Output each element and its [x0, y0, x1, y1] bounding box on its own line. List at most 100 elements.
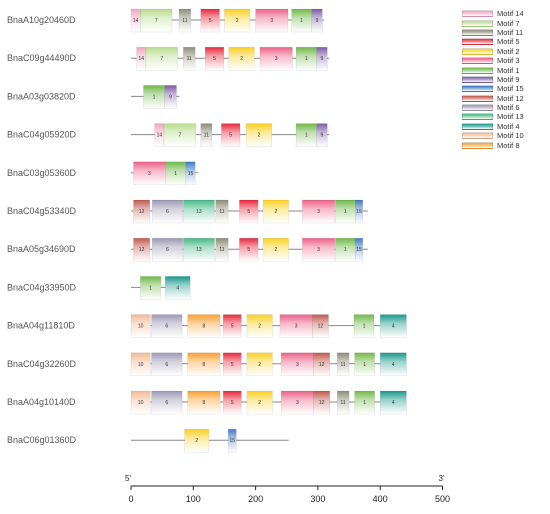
motif-box [227, 428, 237, 453]
gene-row: BnaC09g44490D 14 7 11 5 2 3 1 9 [7, 46, 330, 71]
motif-box [259, 46, 293, 71]
motif-box [200, 8, 220, 33]
motif-number-label: 9 [321, 133, 324, 139]
gene-name-label: BnaC04g05920D [7, 130, 77, 140]
motif-box [262, 237, 289, 262]
motif-number-label: 11 [341, 400, 346, 406]
motif-number-label: 5 [231, 324, 234, 330]
motif-box [200, 123, 213, 147]
legend-label: Motif 12 [497, 93, 524, 103]
motif-box [130, 352, 151, 377]
legend-swatch [462, 38, 493, 46]
motif-box [379, 352, 407, 377]
motif-number-label: 15 [356, 247, 362, 253]
motif-box [151, 237, 183, 262]
legend-swatch [462, 94, 493, 102]
legend-swatch [462, 57, 493, 65]
legend-item: Motif 2 [462, 47, 548, 56]
motif-box [183, 199, 215, 224]
legend-swatch [462, 85, 493, 93]
motif-number-label: 15 [229, 438, 235, 444]
motif-box [336, 390, 350, 415]
gene-name-label: BnaA05g34690D [7, 244, 76, 254]
gene-name-label: BnaC04g53340D [7, 206, 77, 216]
motif-box [164, 85, 177, 109]
motif-number-label: 2 [195, 438, 198, 444]
axis-tick-label: 400 [373, 494, 388, 504]
motif-number-label: 1 [363, 324, 366, 330]
legend-label: Motif 1 [497, 65, 520, 75]
motif-number-label: 1 [300, 18, 303, 24]
motif-box [379, 390, 407, 415]
legend-swatch [462, 66, 493, 74]
motif-number-label: 5 [247, 247, 250, 253]
legend-item: Motif 1 [462, 65, 548, 75]
motif-number-label: 1 [305, 133, 308, 139]
motif-number-label: 1 [174, 171, 177, 177]
motif-box [313, 352, 330, 377]
motif-number-label: 10 [138, 362, 144, 368]
motif-box [130, 390, 151, 415]
motif-number-label: 2 [274, 209, 277, 215]
gene-name-label: BnaC09g44490D [7, 53, 77, 63]
legend-swatch [462, 113, 493, 121]
motif-legend: Motif 14 Motif 7 Motif 11 Motif 5 Motif 2 Mot… [462, 9, 548, 150]
motif-number-label: 3 [296, 400, 299, 406]
motif-number-label: 5 [213, 56, 216, 62]
motif-number-label: 9 [321, 56, 324, 62]
motif-number-label: 3 [317, 247, 320, 253]
motif-number-label: 14 [133, 18, 139, 24]
gene-row: BnaA10g20460D 14 7 11 5 2 3 1 9 [7, 8, 325, 33]
motif-number-label: 7 [179, 133, 182, 139]
legend-swatch [462, 75, 493, 83]
legend-swatch [462, 19, 493, 27]
motif-number-label: 4 [392, 362, 395, 368]
gene-row: BnaA05g34690D 12 6 13 11 5 2 3 1 15 [7, 237, 368, 262]
gene-row: BnaC04g33950D 1 4 [7, 276, 191, 300]
motif-box [355, 237, 364, 262]
motif-box [246, 352, 273, 377]
legend-label: Motif 6 [497, 103, 520, 113]
motif-box [316, 46, 328, 71]
motif-box [187, 390, 221, 415]
legend-item: Motif 4 [462, 122, 548, 131]
motif-box [222, 390, 242, 415]
gene-name-label: BnaA04g11810D [7, 321, 75, 331]
motif-box [163, 123, 197, 147]
motif-box [215, 237, 229, 262]
motif-box [178, 8, 192, 33]
motif-number-label: 4 [392, 324, 395, 330]
gene-name-label: BnaC04g32260D [7, 359, 77, 369]
motif-box [354, 352, 375, 377]
legend-swatch [462, 10, 493, 18]
motif-number-label: 3 [317, 209, 320, 215]
axis-tick-label: 500 [435, 494, 450, 504]
legend-swatch [462, 104, 493, 112]
motif-number-label: 14 [138, 56, 144, 62]
motif-number-label: 8 [203, 324, 206, 330]
motif-number-label: 2 [274, 247, 277, 253]
motif-box [215, 199, 229, 224]
motif-number-label: 3 [296, 362, 299, 368]
motif-box [224, 8, 251, 33]
gene-name-label: BnaA10g20460D [7, 15, 76, 25]
motif-box [228, 46, 255, 71]
motif-box [353, 314, 375, 338]
motif-box [151, 390, 183, 415]
motif-number-label: 15 [356, 209, 362, 215]
motif-number-label: 5 [229, 133, 232, 139]
position-axis: 5' 3' 0 100 200 300 400 500 [125, 474, 450, 504]
legend-label: Motif 8 [497, 140, 520, 150]
gene-row: BnaA03g03820D 1 9 [7, 85, 180, 109]
legend-label: Motif 9 [497, 74, 520, 84]
motif-box [184, 428, 210, 453]
legend-label: Motif 2 [497, 46, 520, 56]
legend-swatch [462, 132, 493, 140]
legend-item: Motif 11 [462, 28, 548, 37]
motif-box [246, 123, 273, 147]
gene-row: BnaC03g05360D 3 1 15 [7, 161, 199, 186]
motif-number-label: 5 [247, 209, 250, 215]
motif-box [246, 314, 273, 338]
motif-box [130, 314, 151, 338]
